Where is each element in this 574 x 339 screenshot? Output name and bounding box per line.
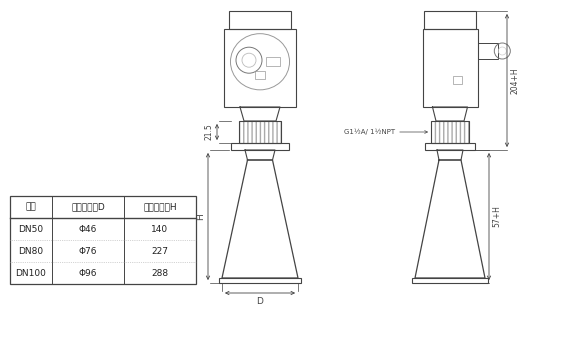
Text: 法兰: 法兰 bbox=[26, 202, 36, 212]
Text: 21.5: 21.5 bbox=[205, 124, 214, 140]
Bar bbox=[224, 29, 296, 107]
Bar bbox=[431, 121, 469, 143]
Bar bbox=[10, 196, 196, 284]
Bar bbox=[425, 143, 475, 150]
Bar bbox=[424, 11, 476, 29]
Text: Φ96: Φ96 bbox=[79, 268, 97, 278]
Text: 288: 288 bbox=[152, 268, 169, 278]
Text: DN80: DN80 bbox=[18, 246, 44, 256]
Bar bbox=[229, 11, 291, 29]
Text: DN50: DN50 bbox=[18, 224, 44, 234]
Text: 喇叭口高度H: 喇叭口高度H bbox=[143, 202, 177, 212]
Bar bbox=[453, 76, 461, 84]
Bar bbox=[431, 121, 469, 143]
Text: G1½A/ 1½NPT: G1½A/ 1½NPT bbox=[344, 129, 395, 135]
Bar bbox=[231, 143, 289, 150]
Text: 57+H: 57+H bbox=[492, 205, 501, 227]
Bar bbox=[422, 29, 478, 107]
Bar bbox=[478, 43, 498, 59]
Bar bbox=[266, 57, 280, 66]
Bar bbox=[219, 278, 301, 283]
Text: 140: 140 bbox=[152, 224, 169, 234]
Text: DN100: DN100 bbox=[15, 268, 46, 278]
Bar bbox=[239, 121, 281, 143]
Text: Φ76: Φ76 bbox=[79, 246, 97, 256]
Text: D: D bbox=[257, 297, 263, 306]
Bar bbox=[255, 71, 265, 79]
Text: 227: 227 bbox=[152, 246, 169, 256]
Bar bbox=[239, 121, 281, 143]
Text: 204+H: 204+H bbox=[510, 67, 519, 94]
Text: 喇叭口直径D: 喇叭口直径D bbox=[71, 202, 105, 212]
Text: Φ46: Φ46 bbox=[79, 224, 97, 234]
Bar bbox=[412, 278, 488, 283]
Text: H: H bbox=[196, 213, 205, 220]
